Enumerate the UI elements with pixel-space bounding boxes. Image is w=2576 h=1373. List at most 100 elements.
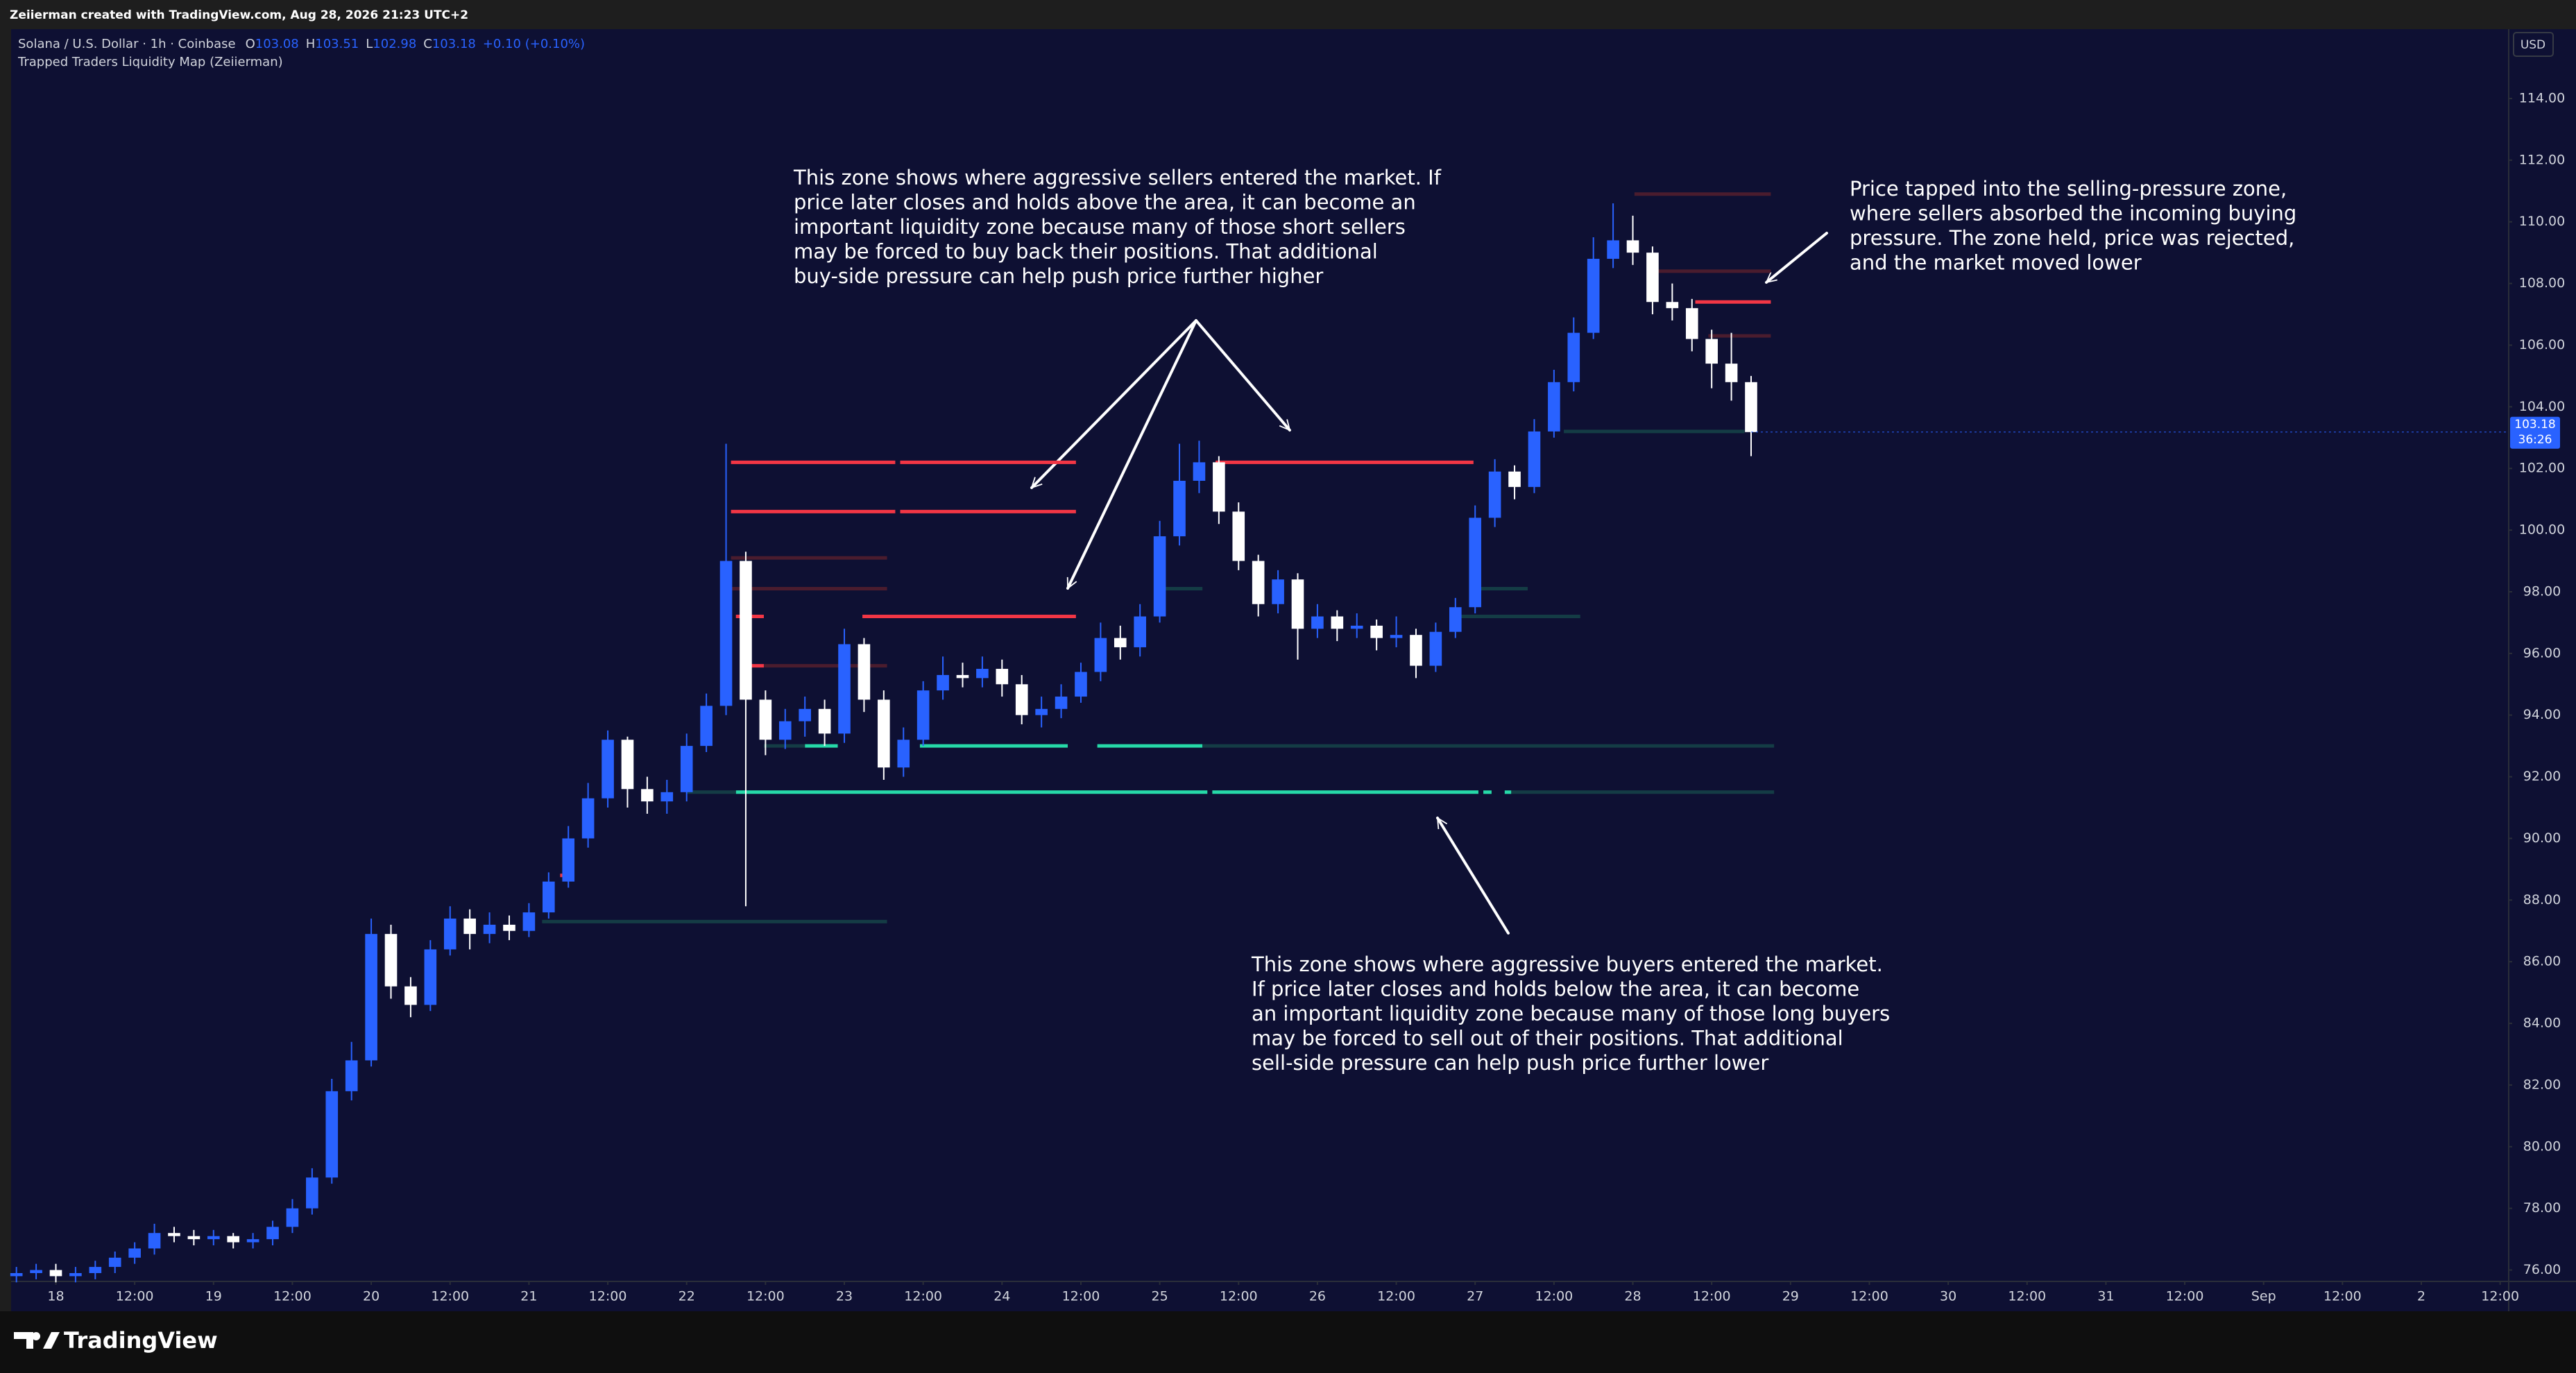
brand-logo: TradingView [14, 1327, 218, 1354]
candle-body [778, 721, 792, 740]
annotation: This zone shows where aggressive buyers … [1251, 953, 1890, 1075]
currency[interactable]: USD [2520, 38, 2545, 52]
y-tick-label: 114.00 [2519, 90, 2565, 105]
y-tick-label: 88.00 [2523, 892, 2561, 907]
x-tick-label: 20 [363, 1289, 379, 1304]
candle-body [897, 740, 910, 768]
candle-body [463, 918, 476, 935]
arrows [1030, 232, 1828, 935]
ohlc-label: H [306, 37, 316, 51]
candle-body [1508, 471, 1521, 487]
x-tick-label: 26 [1309, 1289, 1326, 1304]
candle-body [641, 789, 654, 802]
x-tick-label: 22 [679, 1289, 695, 1304]
x-tick-label: 30 [1940, 1289, 1956, 1304]
candle-body [325, 1091, 339, 1178]
candle-body [1646, 253, 1659, 302]
candle-body [1193, 462, 1206, 481]
candle-body [1488, 471, 1501, 518]
ohlc-value: 102.98 [373, 37, 416, 51]
indicator-name: Trapped Traders Liquidity Map (Zeiierman… [17, 55, 283, 69]
candle-body [443, 918, 457, 950]
candle-body [1587, 259, 1600, 333]
candle-body [1213, 462, 1225, 512]
arrow [1030, 319, 1197, 489]
x-tick-label: 28 [1624, 1289, 1641, 1304]
annotation-line: where sellers absorbed the incoming buyi… [1850, 202, 2296, 225]
candle-body [128, 1248, 141, 1258]
candle-body [1666, 302, 1679, 309]
candle-body [286, 1208, 299, 1227]
arrow [1195, 319, 1291, 432]
y-tick-label: 94.00 [2523, 707, 2561, 722]
annotation-line: This zone shows where aggressive sellers… [793, 166, 1442, 189]
legend: Solana / U.S. Dollar · 1h · Coinbase O103… [18, 37, 585, 51]
x-tick-label: 12:00 [1535, 1289, 1573, 1304]
candle-body [1153, 536, 1166, 617]
x-tick-label: 12:00 [2323, 1289, 2362, 1304]
candle-body [818, 708, 831, 734]
candle-body [522, 912, 536, 931]
candle-body [1272, 579, 1284, 604]
candle-body [1035, 708, 1048, 715]
y-tick-label: 80.00 [2523, 1139, 2561, 1154]
candle-body [740, 561, 752, 700]
price-tag-countdown: 36:26 [2518, 433, 2552, 447]
annotation: Price tapped into the selling-pressure z… [1850, 177, 2296, 275]
candle-body [227, 1236, 240, 1243]
candle-body [838, 644, 851, 734]
x-tick-label: 12:00 [431, 1289, 469, 1304]
candle-body [1469, 518, 1482, 608]
y-tick-label: 84.00 [2523, 1016, 2561, 1031]
candle-body [306, 1177, 318, 1209]
annotation-line: may be forced to buy back their position… [794, 240, 1378, 264]
arrow [1436, 817, 1510, 935]
candle-body [1291, 579, 1304, 629]
candle-body [187, 1236, 201, 1240]
annotation-line: If price later closes and holds below th… [1252, 978, 1859, 1001]
currency-button[interactable] [2513, 32, 2554, 57]
y-tick-label: 108.00 [2519, 275, 2565, 291]
candle-body [207, 1236, 220, 1240]
arrow [1066, 319, 1197, 590]
change: +0.10 (+0.10%) [483, 37, 585, 51]
candle-body [543, 881, 555, 913]
annotation-line: Price tapped into the selling-pressure z… [1850, 177, 2287, 201]
arrow [1765, 232, 1828, 284]
annotation-line: price later closes and holds above the a… [794, 191, 1416, 214]
price-tag [2510, 416, 2560, 449]
y-tick-label: 76.00 [2523, 1262, 2561, 1277]
x-tick-label: 24 [993, 1289, 1010, 1304]
annotation-line: and the market moved lower [1850, 251, 2142, 275]
candle-body [621, 740, 634, 790]
candle-body [1607, 240, 1619, 259]
annotation-line: may be forced to sell out of their posit… [1252, 1027, 1843, 1050]
annotation: This zone shows where aggressive sellers… [793, 166, 1442, 288]
candle-body [69, 1273, 82, 1277]
candle-body [916, 690, 930, 740]
y-tick-label: 100.00 [2519, 522, 2565, 538]
y-tick-label: 104.00 [2519, 399, 2565, 414]
candle-body [1134, 616, 1147, 647]
y-tick-label: 96.00 [2523, 645, 2561, 660]
bottom-bar [0, 1311, 2576, 1373]
x-tick-label: 12:00 [2008, 1289, 2046, 1304]
candle-body [1094, 638, 1107, 672]
top-bar [0, 0, 2576, 29]
candle-body [759, 699, 772, 740]
annotation-line: sell-side pressure can help push price f… [1252, 1051, 1768, 1075]
y-tick-label: 78.00 [2523, 1200, 2561, 1216]
x-tick-label: 29 [1782, 1289, 1799, 1304]
candle-body [660, 792, 674, 802]
x-tick-label: 12:00 [747, 1289, 785, 1304]
x-tick-label: 25 [1152, 1289, 1168, 1304]
y-tick-label: 90.00 [2523, 830, 2561, 846]
candle-body [799, 708, 811, 722]
candle-body [1173, 480, 1186, 536]
y-tick-label: 86.00 [2523, 954, 2561, 969]
candle-body [1567, 332, 1580, 382]
y-tick-label: 102.00 [2519, 461, 2565, 476]
x-tick-label: 19 [205, 1289, 222, 1304]
ohlc-value: 103.51 [315, 37, 359, 51]
